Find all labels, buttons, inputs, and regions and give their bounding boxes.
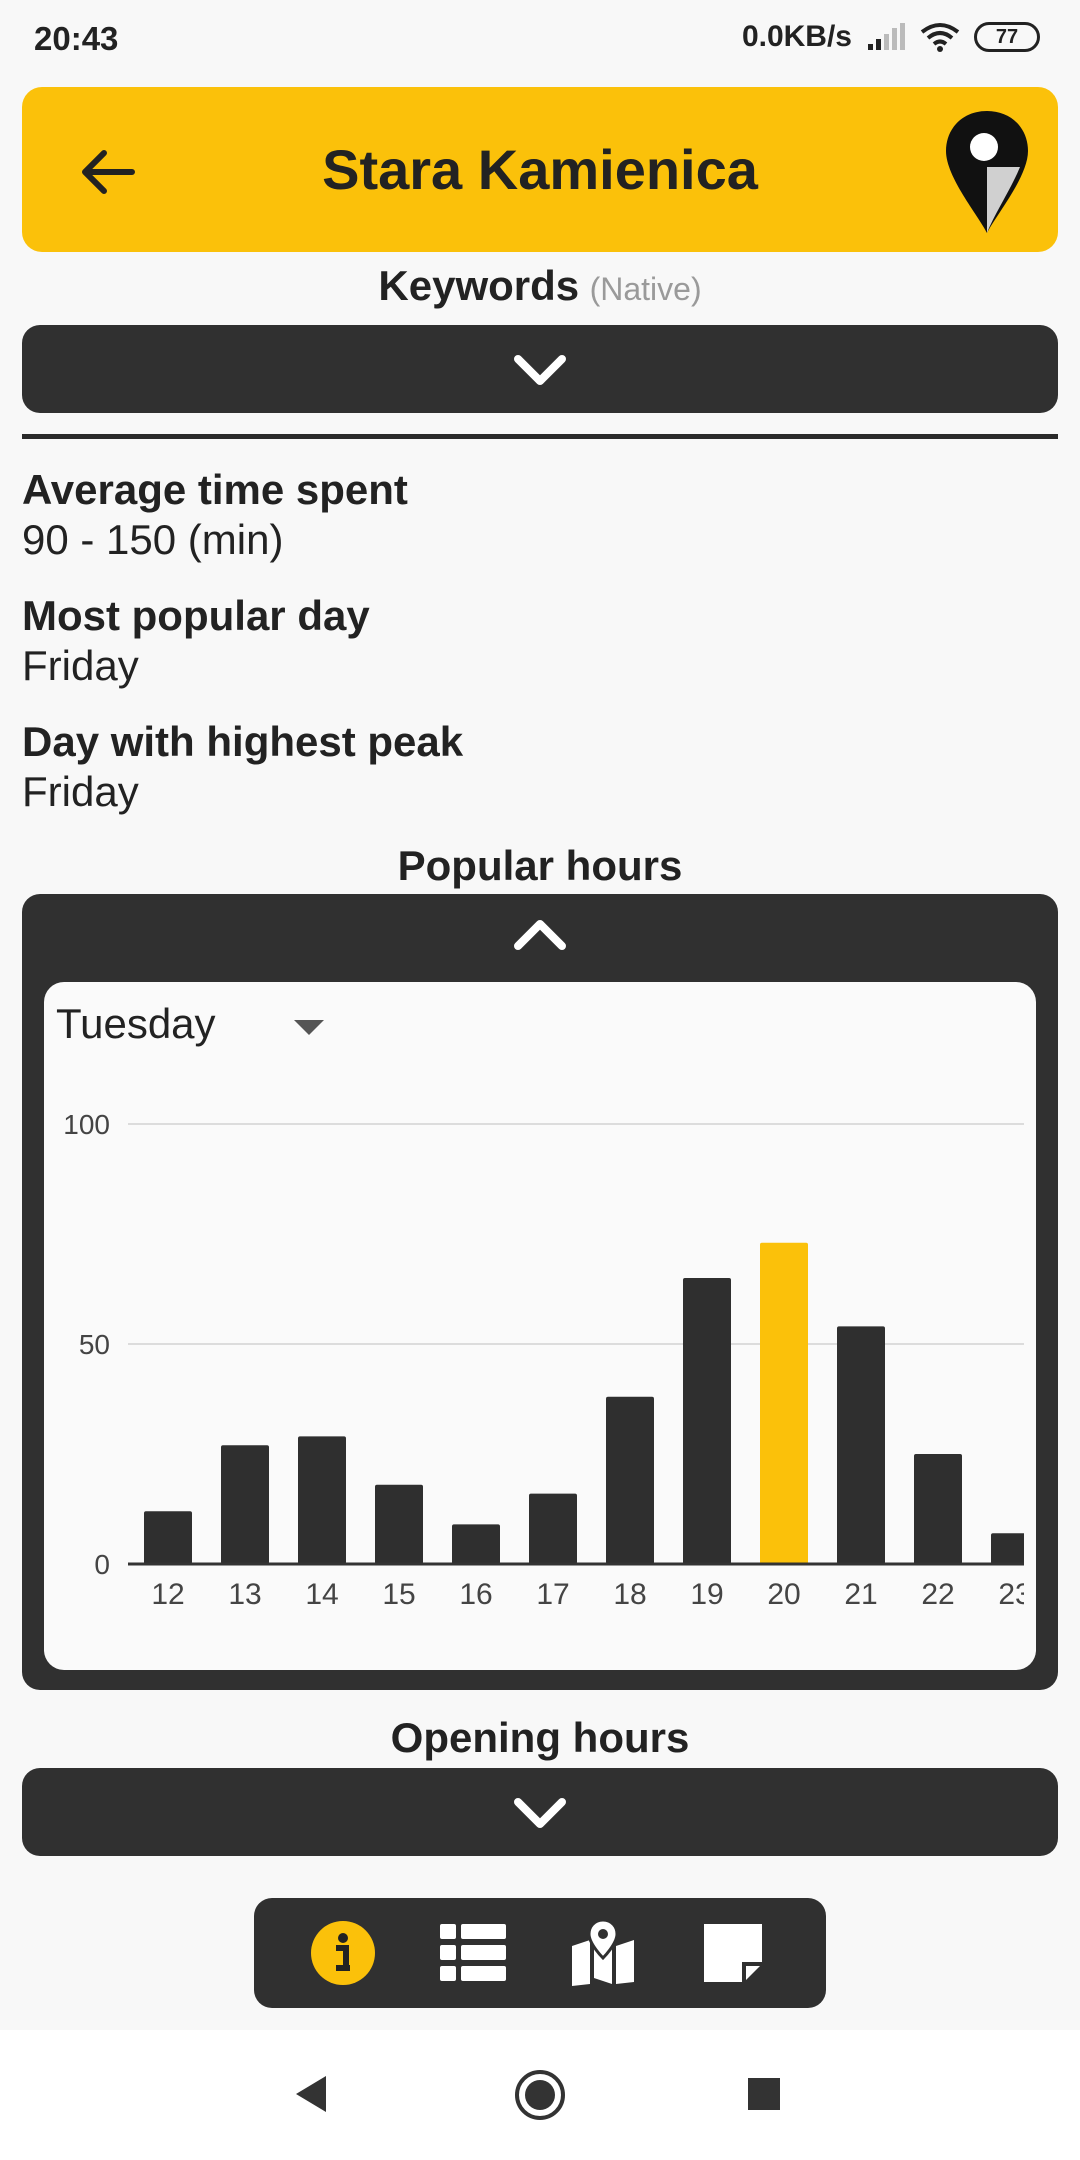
popular-day-label: Most popular day <box>22 592 370 639</box>
popular-day-value: Friday <box>22 642 139 689</box>
popular-hours-chart-card: Tuesday 0 50 100 12 13 14 15 16 17 18 19 20 21 22 23 <box>44 982 1036 1670</box>
bottom-navigation <box>254 1898 826 2008</box>
map-pin-logo-icon <box>946 111 1028 233</box>
dropdown-arrow-icon[interactable] <box>294 1020 324 1035</box>
peak-day-label: Day with highest peak <box>22 718 464 765</box>
popular-hours-title: Popular hours <box>397 842 683 889</box>
bar-16[interactable] <box>452 1524 500 1564</box>
system-back-icon[interactable] <box>290 2072 330 2116</box>
y-tick-label: 0 <box>94 1549 110 1580</box>
chevron-up-icon[interactable] <box>510 914 570 954</box>
app-header: Stara Kamienica <box>22 87 1058 252</box>
x-tick-label: 19 <box>690 1578 723 1611</box>
avg-time-value: 90 - 150 (min) <box>22 516 284 563</box>
x-tick-label: 22 <box>921 1578 954 1611</box>
y-tick-label: 100 <box>63 1109 110 1140</box>
bar-19[interactable] <box>683 1278 731 1564</box>
chevron-down-icon <box>514 355 566 385</box>
opening-hours-title: Opening hours <box>390 1714 690 1761</box>
keywords-title: Keywords <box>378 262 580 309</box>
x-tick-label: 15 <box>382 1578 415 1611</box>
bars-group: 12 13 14 15 16 17 18 19 20 21 22 23 <box>144 1242 1036 1611</box>
bar-15[interactable] <box>375 1484 423 1564</box>
chevron-down-icon <box>514 1798 566 1828</box>
bar-21[interactable] <box>837 1326 885 1564</box>
section-divider <box>22 434 1058 439</box>
back-arrow-icon[interactable] <box>72 137 142 207</box>
status-time: 20:43 <box>34 20 119 57</box>
peak-day-value: Friday <box>22 768 139 815</box>
x-tick-label: 21 <box>844 1578 877 1611</box>
network-speed: 0.0KB/s <box>741 20 852 53</box>
x-tick-label: 23 <box>998 1578 1031 1611</box>
x-tick-label: 20 <box>767 1578 800 1611</box>
opening-hours-expand-button[interactable] <box>22 1768 1058 1856</box>
info-icon[interactable] <box>308 1918 378 1988</box>
bar-17[interactable] <box>529 1493 577 1564</box>
bar-14[interactable] <box>298 1436 346 1564</box>
keywords-expand-button[interactable] <box>22 325 1058 413</box>
battery-icon: 77 <box>974 22 1040 52</box>
list-icon[interactable] <box>438 1918 508 1988</box>
bar-23[interactable] <box>991 1533 1036 1564</box>
popular-hours-chart: 0 50 100 12 13 14 15 16 17 18 19 20 21 22 23 <box>63 1109 1036 1611</box>
status-indicators: 0.0KB/s 77 <box>742 20 1040 54</box>
system-recents-icon[interactable] <box>746 2076 782 2112</box>
x-tick-label: 17 <box>536 1578 569 1611</box>
keywords-subtitle: (Native) <box>589 271 702 307</box>
bar-20[interactable] <box>760 1242 808 1564</box>
page-title: Stara Kamienica <box>322 138 758 201</box>
bar-22[interactable] <box>914 1454 962 1564</box>
bar-18[interactable] <box>606 1396 654 1564</box>
x-tick-label: 18 <box>613 1578 646 1611</box>
x-tick-label: 12 <box>151 1578 184 1611</box>
bar-12[interactable] <box>144 1511 192 1564</box>
wifi-icon <box>920 23 960 52</box>
day-dropdown[interactable]: Tuesday <box>56 1000 216 1047</box>
x-tick-label: 16 <box>459 1578 492 1611</box>
y-tick-label: 50 <box>79 1329 110 1360</box>
map-icon[interactable] <box>568 1918 638 1988</box>
battery-level: 77 <box>995 25 1019 48</box>
note-icon[interactable] <box>698 1918 768 1988</box>
system-navigation-bar <box>0 2030 1080 2160</box>
keywords-heading: Keywords (Native) <box>0 262 1080 310</box>
x-tick-label: 14 <box>305 1578 338 1611</box>
x-tick-label: 13 <box>228 1578 261 1611</box>
system-home-icon[interactable] <box>513 2068 567 2122</box>
signal-icon <box>868 23 905 50</box>
bar-13[interactable] <box>221 1445 269 1564</box>
avg-time-label: Average time spent <box>22 466 408 513</box>
